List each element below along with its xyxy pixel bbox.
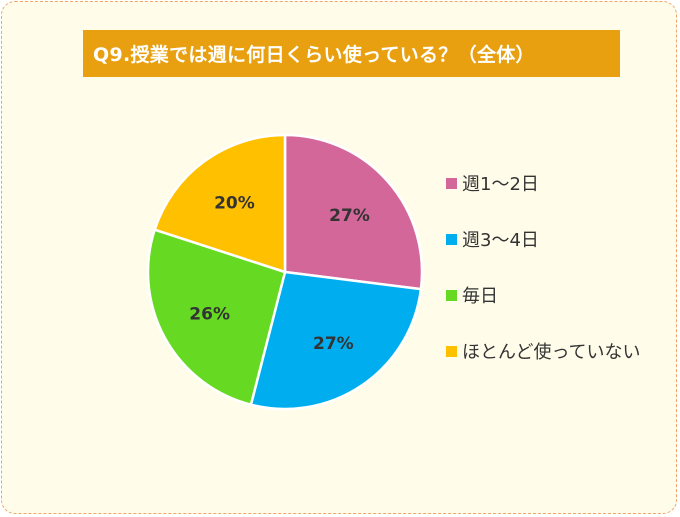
- legend-label: ほとんど使っていない: [462, 342, 641, 363]
- legend-swatch: [446, 289, 457, 301]
- pie-slice-label-4: 20%: [214, 193, 255, 213]
- legend-swatch: [446, 177, 457, 189]
- pie-slice-label-2: 27%: [313, 334, 354, 354]
- pie-slice-labels: 27% 27% 26% 20%: [189, 193, 370, 354]
- pie-slice-label-1: 27%: [329, 206, 370, 226]
- legend-item-4: ほとんど使っていない: [446, 338, 641, 364]
- legend-item-1: 週1～2日: [446, 170, 539, 196]
- pie-slice-1: [283, 133, 424, 291]
- pie-slice-4: [153, 133, 287, 274]
- legend-item-3: 毎日: [446, 282, 498, 308]
- legend-label: 毎日: [462, 286, 498, 307]
- chart-title-bar: Q9.授業では週に何日くらい使っている？（全体）: [83, 30, 620, 77]
- legend-label: 週3～4日: [462, 230, 539, 251]
- chart-title: Q9.授業では週に何日くらい使っている？（全体）: [93, 44, 535, 66]
- legend-swatch: [446, 345, 457, 357]
- pie-slices: [146, 133, 424, 411]
- legend-swatch: [446, 233, 457, 245]
- pie-slice-label-3: 26%: [189, 304, 230, 324]
- legend-item-2: 週3～4日: [446, 226, 539, 252]
- pie-slice-3: [146, 228, 287, 406]
- legend-label: 週1～2日: [462, 174, 539, 195]
- pie-slice-2: [249, 270, 423, 411]
